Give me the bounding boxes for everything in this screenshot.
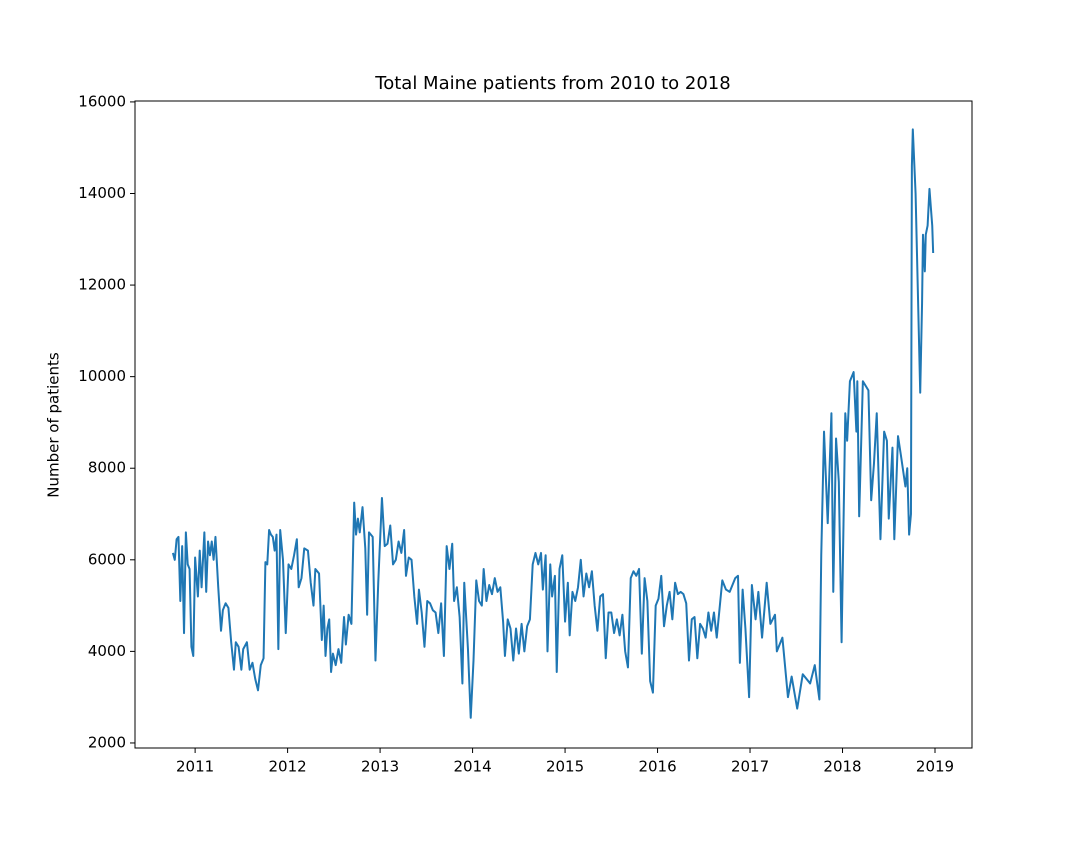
y-tick-label: 10000: [78, 367, 126, 385]
x-tick-label: 2014: [453, 758, 491, 776]
x-tick-label: 2013: [361, 758, 399, 776]
x-tick-label: 2012: [269, 758, 307, 776]
x-tick-label: 2011: [176, 758, 214, 776]
chart-title: Total Maine patients from 2010 to 2018: [374, 73, 730, 94]
x-tick-label: 2019: [916, 758, 954, 776]
y-tick-label: 2000: [88, 733, 126, 751]
y-tick-label: 8000: [88, 459, 126, 477]
data-line: [171, 128, 935, 719]
y-tick-label: 6000: [88, 550, 126, 568]
x-tick-label: 2015: [546, 758, 584, 776]
plot-frame: [134, 100, 973, 749]
y-axis-label: Number of patients: [45, 352, 63, 498]
y-tick-label: 12000: [78, 276, 126, 294]
y-tick-label: 14000: [78, 184, 126, 202]
y-tick-label: 16000: [78, 92, 126, 110]
x-tick-label: 2017: [731, 758, 769, 776]
y-tick-label: 4000: [88, 642, 126, 660]
x-tick-label: 2018: [823, 758, 861, 776]
x-tick-label: 2016: [638, 758, 676, 776]
